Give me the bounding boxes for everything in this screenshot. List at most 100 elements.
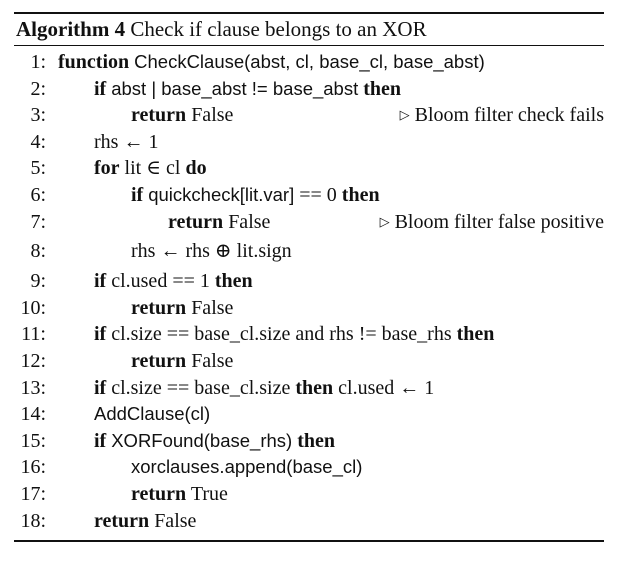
code-line: 2: if abst | base_abst != base_abst then — [14, 76, 604, 103]
code-text: return False — [131, 295, 233, 322]
keyword: if — [94, 270, 107, 293]
bottom-rule — [14, 540, 604, 543]
code-text: xorclauses.append(base_cl) — [131, 454, 362, 481]
top-rule — [14, 12, 604, 14]
keyword: then — [297, 429, 335, 452]
line-number: 14: — [20, 403, 46, 426]
keyword: for — [94, 157, 120, 180]
code-text: if quickcheck[lit.var] == 0 then — [131, 182, 380, 209]
keyword: return — [168, 210, 224, 233]
statement: False — [154, 509, 197, 532]
code-line: 10: return False — [14, 295, 604, 322]
comment-triangle-icon: ▷ — [379, 213, 390, 229]
code-text: if cl.used == 1 then — [94, 268, 253, 295]
code-line: 8: rhs ← rhs ⊕ lit.sign — [14, 235, 604, 268]
code-line: 9: if cl.used == 1 then — [14, 268, 604, 295]
line-number: 9: — [30, 270, 46, 293]
keyword: then — [295, 376, 334, 399]
statement: False — [228, 210, 271, 233]
code-text: if abst | base_abst != base_abst then — [94, 76, 401, 103]
line-number: 17: — [20, 482, 46, 505]
code-text: return False — [94, 508, 196, 535]
comment-text: Bloom filter false positive — [394, 210, 604, 233]
algorithm-block: Algorithm 4 Check if clause belongs to a… — [14, 12, 604, 543]
keyword: if — [94, 323, 107, 346]
condition: quickcheck[lit.var] — [148, 183, 295, 205]
line-number: 2: — [30, 77, 46, 100]
caption-rule — [14, 45, 604, 46]
function-signature: CheckClause(abst, cl, base_cl, base_abst… — [134, 51, 485, 72]
code-text: for lit ∈ cl do — [94, 155, 207, 182]
code-line: 3: return False ▷ Bloom filter check fail… — [14, 102, 604, 129]
line-comment: ▷ Bloom filter check fails — [400, 102, 604, 131]
keyword: return — [131, 104, 187, 127]
statement: False — [191, 349, 234, 372]
line-number: 15: — [20, 429, 46, 452]
statement: == 0 — [299, 183, 337, 206]
line-number: 3: — [30, 104, 46, 127]
code-line: 11: if cl.size == base_cl.size and rhs !… — [14, 321, 604, 348]
code-text: function CheckClause(abst, cl, base_cl, … — [58, 49, 485, 76]
keyword: function — [58, 51, 130, 73]
code-text: return False — [168, 209, 270, 236]
statement: lit ∈ cl — [124, 157, 181, 180]
keyword: then — [341, 183, 380, 206]
statement: False — [191, 296, 234, 319]
procedure-call: AddClause(cl) — [94, 403, 211, 425]
line-number: 11: — [21, 323, 46, 346]
code-line: 14: AddClause(cl) — [14, 401, 604, 428]
line-number: 8: — [30, 240, 46, 263]
code-line: 13: if cl.size == base_cl.size then cl.u… — [14, 375, 604, 402]
code-line: 18: return False — [14, 508, 604, 535]
keyword: if — [131, 183, 144, 206]
code-text: if XORFound(base_rhs) then — [94, 428, 335, 455]
line-number: 10: — [20, 296, 46, 319]
statement: True — [190, 482, 228, 505]
comment-triangle-icon: ▷ — [399, 107, 410, 123]
code-line: 12: return False — [14, 348, 604, 375]
line-number: 1: — [30, 51, 46, 73]
code-line: 17: return True — [14, 481, 604, 508]
line-number: 7: — [30, 210, 46, 233]
line-number: 4: — [30, 130, 46, 153]
code-text: if cl.size == base_cl.size then cl.used … — [94, 375, 434, 402]
code-text: return True — [131, 481, 228, 508]
code-text: AddClause(cl) — [94, 401, 210, 428]
keyword: if — [94, 77, 107, 100]
line-comment: ▷ Bloom filter false positive — [380, 209, 604, 238]
keyword: return — [94, 509, 150, 532]
keyword: if — [94, 376, 107, 399]
statement: xorclauses.append(base_cl) — [131, 456, 363, 478]
keyword: then — [214, 270, 253, 293]
procedure-call: XORFound(base_rhs) — [111, 429, 293, 451]
code-text: return False — [131, 348, 233, 375]
code-line: 15: if XORFound(base_rhs) then — [14, 428, 604, 455]
statement: cl.used == 1 — [111, 270, 210, 293]
code-line: 4: rhs ← 1 — [14, 129, 604, 156]
statement: cl.size == base_cl.size and rhs != base_… — [111, 323, 452, 346]
keyword: do — [185, 157, 207, 180]
keyword: if — [94, 429, 107, 452]
keyword: then — [456, 323, 495, 346]
statement: rhs ← 1 — [94, 130, 159, 153]
code-line: 16: xorclauses.append(base_cl) — [14, 454, 604, 481]
code-text: if cl.size == base_cl.size and rhs != ba… — [94, 321, 494, 348]
statement: False — [191, 104, 234, 127]
algorithm-lines: 1: function CheckClause(abst, cl, base_c… — [14, 46, 604, 534]
caption-text: Check if clause belongs to an XOR — [130, 17, 427, 41]
line-number: 12: — [20, 349, 46, 372]
statement: cl.size == base_cl.size — [111, 376, 291, 399]
code-text: rhs ← 1 — [94, 129, 158, 156]
keyword: then — [363, 77, 402, 100]
algorithm-caption: Algorithm 4 Check if clause belongs to a… — [14, 14, 604, 45]
line-number: 18: — [20, 509, 46, 532]
caption-label: Algorithm 4 — [16, 17, 126, 41]
keyword: return — [131, 482, 187, 505]
code-text: return False — [131, 102, 233, 129]
line-number: 13: — [20, 376, 46, 399]
code-line: 1: function CheckClause(abst, cl, base_c… — [14, 49, 604, 76]
line-number: 16: — [20, 456, 46, 479]
code-line: 5: for lit ∈ cl do — [14, 155, 604, 182]
statement: cl.used ← 1 — [338, 376, 435, 399]
code-text: rhs ← rhs ⊕ lit.sign — [131, 235, 292, 268]
